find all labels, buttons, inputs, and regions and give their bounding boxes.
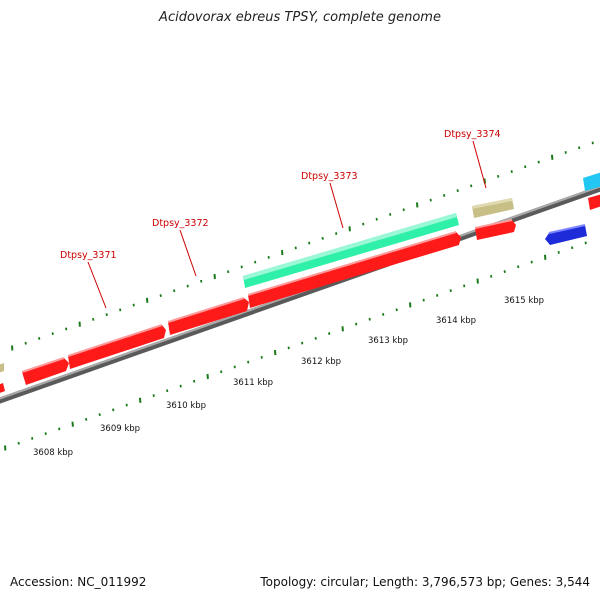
kbp-labels: 3608 kbp 3609 kbp 3610 kbp 3611 kbp 3612… xyxy=(33,296,544,458)
kbp-label: 3609 kbp xyxy=(100,424,140,434)
gene-labels: Dtpsy_3371 Dtpsy_3372 Dtpsy_3373 Dtpsy_3… xyxy=(60,129,501,261)
kbp-label: 3611 kbp xyxy=(233,378,273,388)
backbone xyxy=(0,185,600,404)
connector-3373 xyxy=(329,182,344,229)
accession-label: Accession: NC_011992 xyxy=(10,575,147,589)
misc-feature[interactable] xyxy=(0,363,4,374)
gene-arrow[interactable] xyxy=(0,383,5,396)
feature-track xyxy=(0,172,600,396)
gene-highlight xyxy=(247,231,457,296)
kbp-label: 3610 kbp xyxy=(166,401,206,411)
misc-feature-3374[interactable] xyxy=(472,198,514,218)
cyan-feature[interactable] xyxy=(583,172,600,191)
gene-highlight xyxy=(67,324,163,357)
kbp-label: 3615 kbp xyxy=(504,296,544,306)
label-connectors xyxy=(87,140,487,309)
genome-summary: Topology: circular; Length: 3,796,573 bp… xyxy=(260,575,590,589)
gene-3372-arrow[interactable] xyxy=(168,298,249,335)
gene-3371-arrow[interactable] xyxy=(68,325,166,369)
misc-feature-3374-top xyxy=(472,198,512,209)
upper-tick-track xyxy=(11,141,594,351)
kbp-label: 3614 kbp xyxy=(436,316,476,326)
gene-label-3374[interactable]: Dtpsy_3374 xyxy=(444,129,501,140)
gene-highlight xyxy=(548,224,586,234)
kbp-label: 3612 kbp xyxy=(301,357,341,367)
map-title: Acidovorax ebreus TPSY, complete genome xyxy=(159,10,441,25)
gene-arrow[interactable] xyxy=(588,194,600,210)
rna-gene-3373-top xyxy=(243,213,457,280)
gene-arrow[interactable] xyxy=(22,358,69,385)
kbp-label: 3613 kbp xyxy=(368,336,408,346)
gene-label-3371[interactable]: Dtpsy_3371 xyxy=(60,250,117,261)
connector-3374 xyxy=(472,140,487,189)
gene-3373-arrow[interactable] xyxy=(248,232,461,308)
gene-highlight xyxy=(167,297,245,323)
gene-highlight xyxy=(474,219,513,229)
reverse-gene-arrow[interactable] xyxy=(545,225,587,245)
connector-3372 xyxy=(179,229,197,277)
gene-label-3372[interactable]: Dtpsy_3372 xyxy=(152,218,209,229)
gene-3374-arrow[interactable] xyxy=(475,220,516,240)
lower-tick-track xyxy=(4,241,587,451)
connector-3371 xyxy=(87,261,107,309)
gene-label-3373[interactable]: Dtpsy_3373 xyxy=(301,171,358,182)
kbp-label: 3608 kbp xyxy=(33,448,73,458)
gene-highlight xyxy=(21,357,65,373)
